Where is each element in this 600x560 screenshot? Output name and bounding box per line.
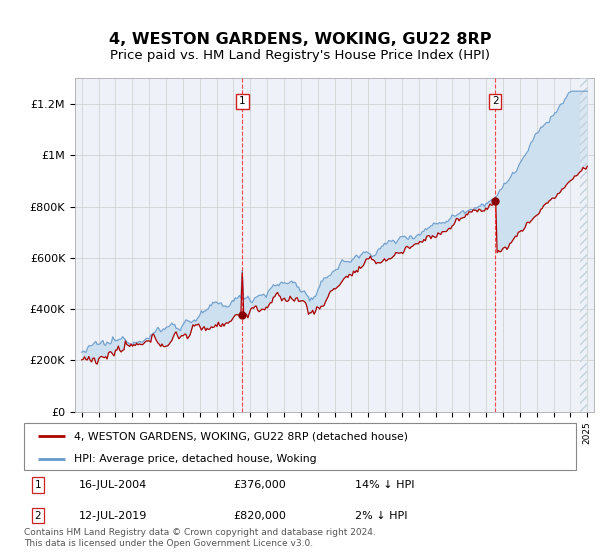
Text: 14% ↓ HPI: 14% ↓ HPI: [355, 480, 415, 490]
Text: HPI: Average price, detached house, Woking: HPI: Average price, detached house, Woki…: [74, 454, 316, 464]
Text: 4, WESTON GARDENS, WOKING, GU22 8RP: 4, WESTON GARDENS, WOKING, GU22 8RP: [109, 32, 491, 46]
Text: Contains HM Land Registry data © Crown copyright and database right 2024.
This d: Contains HM Land Registry data © Crown c…: [24, 528, 376, 548]
Text: £376,000: £376,000: [234, 480, 287, 490]
Text: 1: 1: [34, 480, 41, 490]
Text: 4, WESTON GARDENS, WOKING, GU22 8RP (detached house): 4, WESTON GARDENS, WOKING, GU22 8RP (det…: [74, 431, 407, 441]
Text: 2: 2: [492, 96, 499, 106]
Text: 2% ↓ HPI: 2% ↓ HPI: [355, 511, 408, 521]
Text: 16-JUL-2004: 16-JUL-2004: [79, 480, 148, 490]
Text: £820,000: £820,000: [234, 511, 287, 521]
FancyBboxPatch shape: [24, 423, 576, 470]
Text: 2: 2: [34, 511, 41, 521]
Text: Price paid vs. HM Land Registry's House Price Index (HPI): Price paid vs. HM Land Registry's House …: [110, 49, 490, 63]
Text: 1: 1: [239, 96, 246, 106]
Text: 12-JUL-2019: 12-JUL-2019: [79, 511, 148, 521]
